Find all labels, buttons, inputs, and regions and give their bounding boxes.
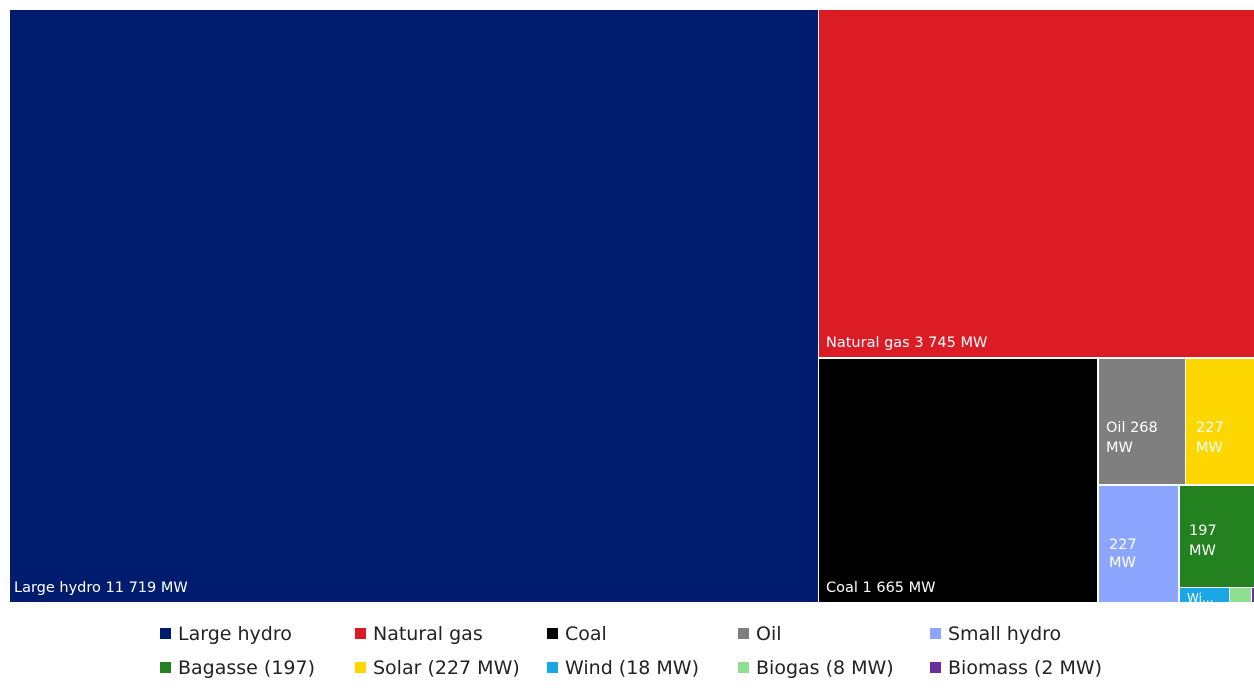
legend-item-small-hydro: Small hydro — [930, 620, 1061, 648]
tile-rect-large-hydro — [10, 10, 818, 602]
legend-item-oil: Oil — [738, 620, 782, 648]
tile-label-natural-gas: Natural gas 3 745 MW — [826, 335, 987, 351]
tile-rect-wind — [1180, 588, 1229, 602]
legend-label: Small hydro — [948, 623, 1062, 645]
legend-label: Large hydro — [178, 623, 292, 645]
legend-swatch — [547, 662, 558, 673]
tile-label-bagasse: 197 MW — [1189, 523, 1217, 559]
tile-label-wind: Wi... — [1187, 591, 1213, 605]
legend-label: Biogas (8 MW) — [756, 657, 894, 679]
legend-swatch — [738, 628, 749, 639]
tile-small-hydro: 227 MW — [1099, 486, 1178, 602]
legend-swatch — [547, 628, 558, 639]
legend-item-biomass: Biomass (2 MW) — [930, 654, 1102, 682]
legend-swatch — [160, 628, 171, 639]
tile-label-large-hydro: Large hydro 11 719 MW — [14, 580, 188, 596]
legend-swatch — [930, 662, 941, 673]
tile-solar: 227 MW — [1186, 359, 1254, 484]
legend-swatch — [355, 662, 366, 673]
legend: Large hydro Natural gas Coal Oil Small h… — [160, 620, 1160, 688]
tile-label-solar: 227 MW — [1196, 420, 1224, 456]
legend-item-wind: Wind (18 MW) — [547, 654, 699, 682]
tile-large-hydro: Large hydro 11 719 MW — [10, 10, 818, 602]
legend-swatch — [160, 662, 171, 673]
legend-label: Wind (18 MW) — [565, 657, 700, 679]
legend-label: Oil — [756, 623, 782, 645]
tile-rect-oil — [1099, 359, 1185, 484]
legend-item-large-hydro: Large hydro — [160, 620, 292, 648]
tile-rect-biogas — [1230, 588, 1251, 602]
tile-rect-natural-gas — [819, 10, 1254, 357]
legend-swatch — [930, 628, 941, 639]
tile-bagasse: 197 MW — [1180, 486, 1254, 587]
legend-item-bagasse: Bagasse (197) — [160, 654, 315, 682]
legend-label: Natural gas — [373, 623, 483, 645]
legend-swatch — [738, 662, 749, 673]
legend-item-solar: Solar (227 MW) — [355, 654, 520, 682]
legend-row-1: Large hydro Natural gas Coal Oil Small h… — [160, 620, 1160, 654]
legend-label: Biomass (2 MW) — [948, 657, 1103, 679]
legend-label: Coal — [565, 623, 607, 645]
tile-biomass — [1252, 588, 1254, 602]
legend-swatch — [355, 628, 366, 639]
treemap-chart: Large hydro 11 719 MW Natural gas 3 745 M… — [10, 10, 1254, 605]
legend-item-natural-gas: Natural gas — [355, 620, 483, 648]
tile-label-coal: Coal 1 665 MW — [826, 580, 936, 596]
tile-rect-small-hydro — [1099, 486, 1178, 602]
tile-oil: Oil 268 MW — [1099, 359, 1185, 484]
tile-label-small-hydro: 227 MW — [1109, 537, 1137, 571]
legend-label: Bagasse (197) — [178, 657, 315, 679]
tile-rect-coal — [819, 359, 1097, 602]
tile-wind: Wi... — [1180, 588, 1229, 605]
legend-item-biogas: Biogas (8 MW) — [738, 654, 894, 682]
tile-natural-gas: Natural gas 3 745 MW — [819, 10, 1254, 357]
tile-rect-solar — [1186, 359, 1254, 484]
legend-label: Solar (227 MW) — [373, 657, 520, 679]
tile-rect-biomass — [1252, 588, 1254, 602]
legend-row-2: Bagasse (197) Solar (227 MW) Wind (18 MW… — [160, 654, 1160, 688]
tile-rect-bagasse — [1180, 486, 1254, 587]
tile-coal: Coal 1 665 MW — [819, 359, 1097, 602]
tile-biogas — [1230, 588, 1251, 602]
tile-label-oil: Oil 268 MW — [1106, 420, 1158, 456]
legend-item-coal: Coal — [547, 620, 607, 648]
